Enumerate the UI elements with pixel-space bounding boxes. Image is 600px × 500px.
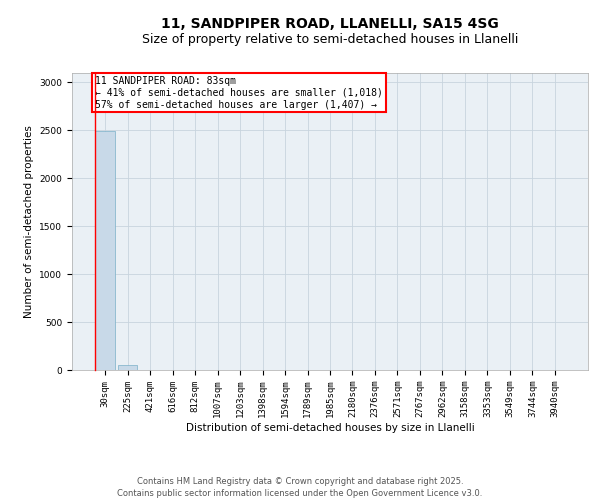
Y-axis label: Number of semi-detached properties: Number of semi-detached properties (24, 125, 34, 318)
Text: 11, SANDPIPER ROAD, LLANELLI, SA15 4SG: 11, SANDPIPER ROAD, LLANELLI, SA15 4SG (161, 18, 499, 32)
Text: Size of property relative to semi-detached houses in Llanelli: Size of property relative to semi-detach… (142, 32, 518, 46)
Text: 11 SANDPIPER ROAD: 83sqm
← 41% of semi-detached houses are smaller (1,018)
57% o: 11 SANDPIPER ROAD: 83sqm ← 41% of semi-d… (95, 76, 383, 110)
X-axis label: Distribution of semi-detached houses by size in Llanelli: Distribution of semi-detached houses by … (185, 423, 475, 433)
Text: Contains HM Land Registry data © Crown copyright and database right 2025.
Contai: Contains HM Land Registry data © Crown c… (118, 476, 482, 498)
Bar (95, 131, 115, 370)
Bar (118, 365, 137, 370)
